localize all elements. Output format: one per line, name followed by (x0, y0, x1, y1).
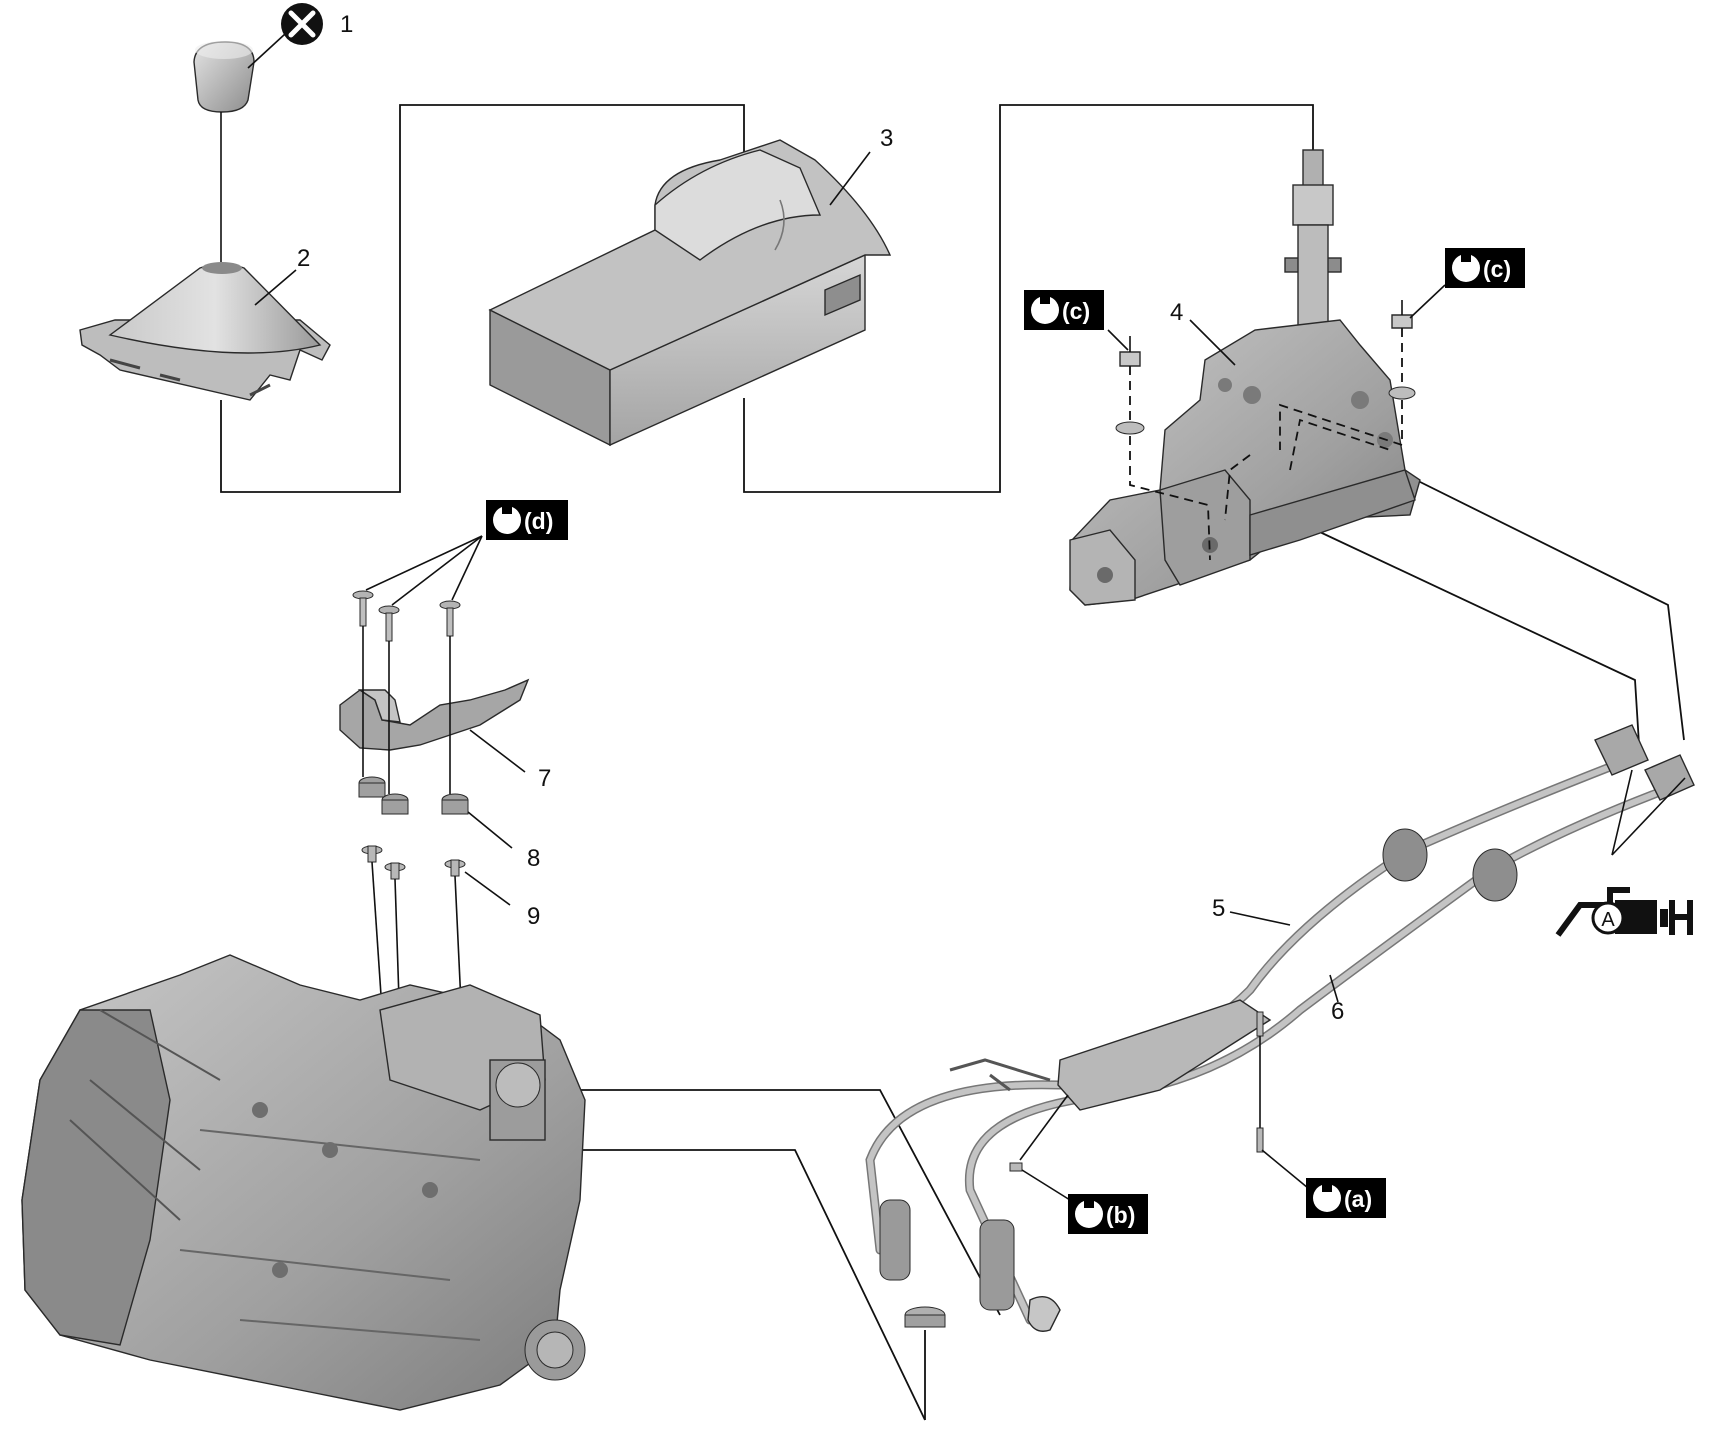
torque-tag-a-label: (a) (1344, 1186, 1372, 1212)
callout-8: 8 (527, 845, 540, 872)
shift-select-cables (865, 724, 1695, 1332)
callout-6: 6 (1331, 998, 1344, 1025)
do-not-reuse-icon (281, 3, 323, 45)
torque-leaders-d (365, 535, 483, 606)
torque-tag-c-left: (c) (1024, 290, 1104, 330)
collars (361, 845, 466, 880)
torque-tag-a: (a) (1306, 1178, 1386, 1218)
wrench-icon (1075, 1194, 1103, 1228)
wrench-icon (1452, 248, 1480, 282)
bolt-alignment-lines (362, 626, 463, 1031)
callout-3: 3 (880, 125, 893, 152)
lube-symbol-letter: A (1601, 909, 1615, 931)
shift-boot (79, 262, 331, 401)
callout-5: 5 (1212, 895, 1225, 922)
torque-tag-b: (b) (1068, 1194, 1148, 1234)
grease-gun-icon: A (1555, 887, 1693, 937)
wrench-icon (1313, 1178, 1341, 1212)
torque-tag-c-right: (c) (1445, 248, 1525, 288)
torque-tag-c-left-label: (c) (1062, 298, 1090, 324)
bracket-bolts (352, 590, 461, 642)
console-cover (488, 139, 892, 447)
callout-9: 9 (527, 903, 540, 930)
bushings (358, 776, 469, 815)
cable-bracket (339, 678, 530, 751)
torque-tag-c-right-label: (c) (1483, 256, 1511, 282)
transmission-case (21, 954, 586, 1411)
callout-1: 1 (340, 11, 353, 38)
wrench-icon (493, 500, 521, 534)
wrench-icon (1031, 290, 1059, 324)
torque-tag-d: (d) (486, 500, 568, 540)
cable-bolts (1009, 1011, 1264, 1172)
lever-assembly-bolts (1115, 314, 1416, 435)
torque-tag-d-label: (d) (524, 508, 553, 534)
torque-tag-b-label: (b) (1106, 1202, 1135, 1228)
callout-7: 7 (538, 765, 551, 792)
callout-numbers: 1 2 3 4 5 6 7 8 9 (297, 11, 1344, 1025)
shift-lever-assembly (1069, 149, 1421, 606)
callout-4: 4 (1170, 299, 1183, 326)
callout-2: 2 (297, 245, 310, 272)
shift-knob (193, 41, 255, 113)
